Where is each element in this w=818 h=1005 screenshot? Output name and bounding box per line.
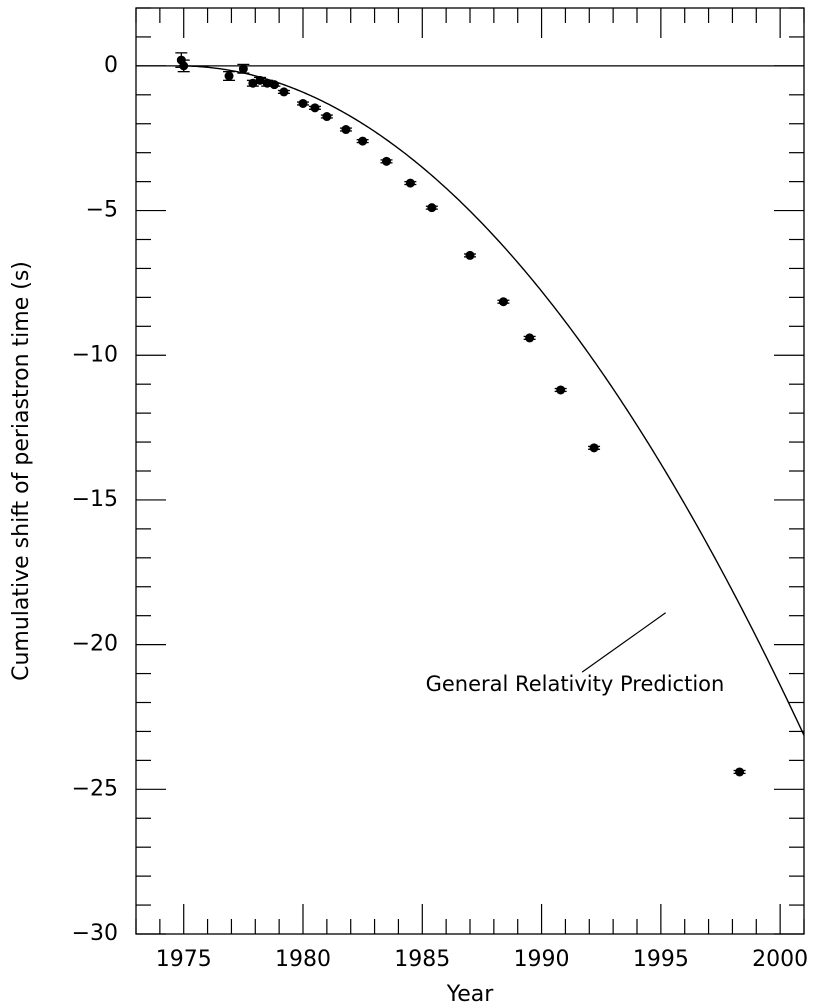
data-point-marker xyxy=(255,75,265,85)
data-point-marker xyxy=(358,136,368,146)
data-point-marker xyxy=(248,78,258,88)
data-point xyxy=(277,87,290,97)
data-point xyxy=(425,203,438,213)
data-point xyxy=(177,59,190,73)
y-tick-label: −15 xyxy=(72,487,118,512)
data-point-marker xyxy=(179,61,189,71)
data-point xyxy=(733,767,746,777)
data-point-marker xyxy=(556,385,566,395)
y-tick-label: −10 xyxy=(72,342,118,367)
y-tick-label: −5 xyxy=(86,198,118,223)
data-point-marker xyxy=(238,64,248,74)
data-point xyxy=(464,250,476,260)
prediction-curve-group xyxy=(178,65,804,736)
data-point-marker xyxy=(382,156,391,166)
x-tick-label: 1990 xyxy=(514,947,570,972)
data-point-marker xyxy=(224,71,234,81)
data-point xyxy=(588,443,601,453)
x-axis-label: Year xyxy=(446,982,495,1005)
y-axis-label: Cumulative shift of periastron time (s) xyxy=(9,261,34,681)
data-point xyxy=(554,385,567,395)
plot-frame-group xyxy=(135,7,805,935)
x-tick-label: 2000 xyxy=(752,947,808,972)
data-point xyxy=(339,125,352,135)
data-point-marker xyxy=(310,103,320,113)
data-point-marker xyxy=(405,178,415,188)
data-point xyxy=(320,112,333,122)
data-point xyxy=(223,71,236,81)
y-tick-label: −30 xyxy=(72,921,118,946)
tick-labels: 1975 1980 1985 1990 1995 2000 0 −5 −10 −15 −20 −25 −… xyxy=(72,53,809,972)
tick-marks xyxy=(135,7,805,935)
data-point-marker xyxy=(298,98,308,108)
plot-frame xyxy=(135,7,805,935)
y-tick-label: −20 xyxy=(72,632,118,657)
data-points xyxy=(175,52,746,777)
x-tick-label: 1995 xyxy=(633,947,689,972)
data-point xyxy=(356,136,369,146)
data-point-marker xyxy=(427,203,437,213)
data-point xyxy=(268,80,281,90)
gr-prediction-curve xyxy=(178,65,804,736)
data-point-marker xyxy=(279,87,289,97)
annotation-pointer-line xyxy=(581,612,666,673)
data-point xyxy=(237,63,250,74)
y-tick-label: 0 xyxy=(104,53,118,78)
data-point-marker xyxy=(269,80,279,90)
annotation-label: General Relativity Prediction xyxy=(426,672,725,696)
data-point xyxy=(404,178,417,188)
y-tick-label: −25 xyxy=(72,776,118,801)
data-point-marker xyxy=(589,443,599,453)
data-point xyxy=(497,297,510,307)
data-point-marker xyxy=(341,125,351,135)
data-point-marker xyxy=(465,250,475,260)
data-point xyxy=(380,156,393,166)
x-tick-label: 1980 xyxy=(275,947,331,972)
x-tick-label: 1975 xyxy=(156,947,212,972)
data-point-marker xyxy=(322,112,332,122)
data-point xyxy=(523,333,536,343)
data-point-marker xyxy=(498,297,508,307)
data-point-marker xyxy=(525,333,535,343)
data-point xyxy=(297,98,309,108)
data-point-marker xyxy=(735,767,745,777)
x-tick-label: 1985 xyxy=(394,947,450,972)
data-point xyxy=(308,103,321,113)
